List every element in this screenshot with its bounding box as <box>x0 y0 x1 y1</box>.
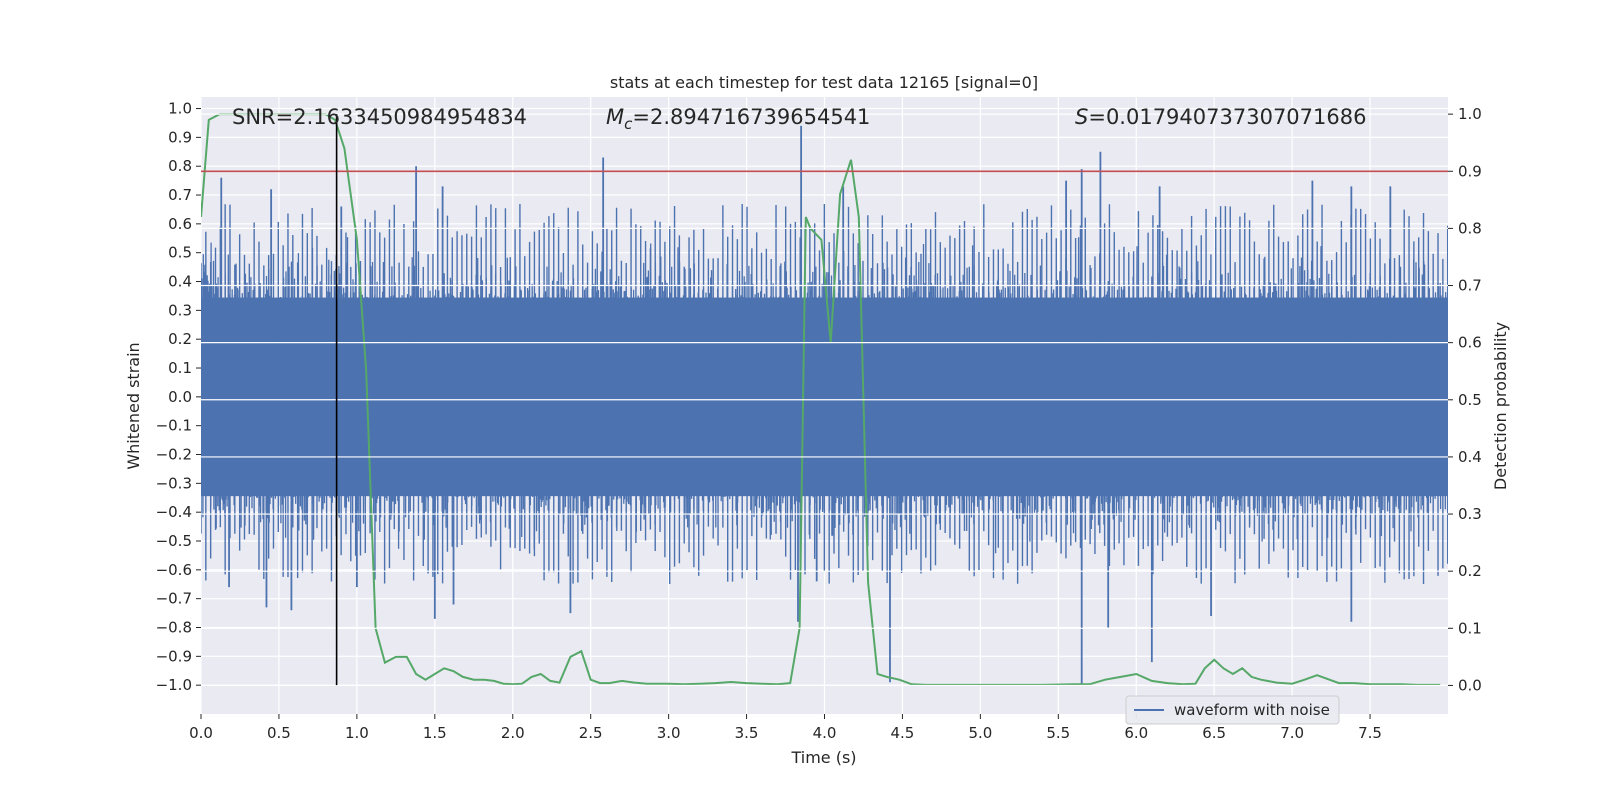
y2-tick-label: 0.7 <box>1458 277 1482 295</box>
y-tick-label: −0.2 <box>156 446 192 464</box>
legend-label: waveform with noise <box>1174 701 1330 719</box>
detection-probability-line <box>201 113 1441 686</box>
x-axis-label: Time (s) <box>790 748 856 767</box>
y-tick-label: −0.7 <box>156 590 192 608</box>
x-axis-ticks: 0.0 0.5 1.0 1.5 2.0 2.5 3.0 3.5 4.0 4.5 5.0 5.5 6.0 6… <box>189 714 1382 742</box>
mc-symbol: M <box>606 105 624 129</box>
y-tick-label: 0.7 <box>168 186 192 204</box>
s-symbol: S <box>1075 105 1088 129</box>
y2-tick-label: 0.9 <box>1458 162 1482 180</box>
y-tick-label: 0.9 <box>168 128 192 146</box>
snr-annotation: SNR=2.1633450984954834 <box>232 105 527 129</box>
y2-tick-label: 0.4 <box>1458 448 1482 466</box>
y-tick-label: −0.5 <box>156 532 192 550</box>
y-tick-label: −0.4 <box>156 503 192 521</box>
x-tick-label: 5.0 <box>968 724 992 742</box>
legend: waveform with noise <box>1125 695 1340 725</box>
x-tick-label: 3.5 <box>735 724 759 742</box>
y-tick-label: 0.4 <box>168 273 192 291</box>
y-tick-label: 0.2 <box>168 330 192 348</box>
x-tick-label: 1.5 <box>423 724 447 742</box>
waveform-series <box>201 125 1448 686</box>
x-tick-label: 6.5 <box>1202 724 1226 742</box>
x-tick-label: 7.0 <box>1280 724 1304 742</box>
legend-box <box>1125 695 1340 725</box>
x-tick-label: 1.0 <box>345 724 369 742</box>
y-tick-label: 0.0 <box>168 388 192 406</box>
x-tick-label: 0.0 <box>189 724 213 742</box>
y2-tick-label: 0.1 <box>1458 619 1482 637</box>
y2-axis-ticks: 1.0 0.9 0.8 0.7 0.6 0.5 0.4 0.3 0.2 0.1 0.0 <box>1448 105 1482 694</box>
mc-value: =2.894716739654541 <box>632 105 870 129</box>
y-tick-label: 0.5 <box>168 244 192 262</box>
mc-annotation: Mc=2.894716739654541 <box>606 105 870 133</box>
y-tick-label: 0.8 <box>168 157 192 175</box>
y2-tick-label: 0.6 <box>1458 334 1482 352</box>
y2-tick-label: 0.2 <box>1458 562 1482 580</box>
y-tick-label: 1.0 <box>168 100 192 118</box>
x-tick-label: 4.5 <box>891 724 915 742</box>
s-value: =0.017940737307071686 <box>1088 105 1366 129</box>
y-tick-label: −0.3 <box>156 474 192 492</box>
y2-tick-label: 0.5 <box>1458 391 1482 409</box>
y2-axis-label: Detection probability <box>1491 322 1510 490</box>
y-axis-label: Whitened strain <box>124 342 143 469</box>
x-tick-label: 2.0 <box>501 724 525 742</box>
y-tick-label: −1.0 <box>156 676 192 694</box>
chart-title: stats at each timestep for test data 121… <box>610 73 1038 92</box>
x-tick-label: 0.5 <box>267 724 291 742</box>
y-axis-ticks: 1.0 0.9 0.8 0.7 0.6 0.5 0.4 0.3 0.2 0.1 0.0 −0.1 −0.… <box>156 100 201 694</box>
y2-tick-label: 1.0 <box>1458 105 1482 123</box>
y-tick-label: −0.9 <box>156 647 192 665</box>
y2-tick-label: 0.0 <box>1458 676 1482 694</box>
x-tick-label: 3.0 <box>657 724 681 742</box>
s-annotation: S=0.017940737307071686 <box>1075 105 1366 129</box>
mc-subscript: c <box>624 115 633 133</box>
y-tick-label: 0.6 <box>168 215 192 233</box>
x-tick-label: 5.5 <box>1046 724 1070 742</box>
x-tick-label: 4.0 <box>813 724 837 742</box>
x-tick-label: 6.0 <box>1124 724 1148 742</box>
y2-tick-label: 0.8 <box>1458 219 1482 237</box>
y-tick-label: 0.3 <box>168 301 192 319</box>
y-tick-label: −0.8 <box>156 619 192 637</box>
x-tick-label: 7.5 <box>1358 724 1382 742</box>
y-tick-label: −0.6 <box>156 561 192 579</box>
y-tick-label: 0.1 <box>168 359 192 377</box>
y-tick-label: −0.1 <box>156 417 192 435</box>
y2-tick-label: 0.3 <box>1458 505 1482 523</box>
x-tick-label: 2.5 <box>579 724 603 742</box>
